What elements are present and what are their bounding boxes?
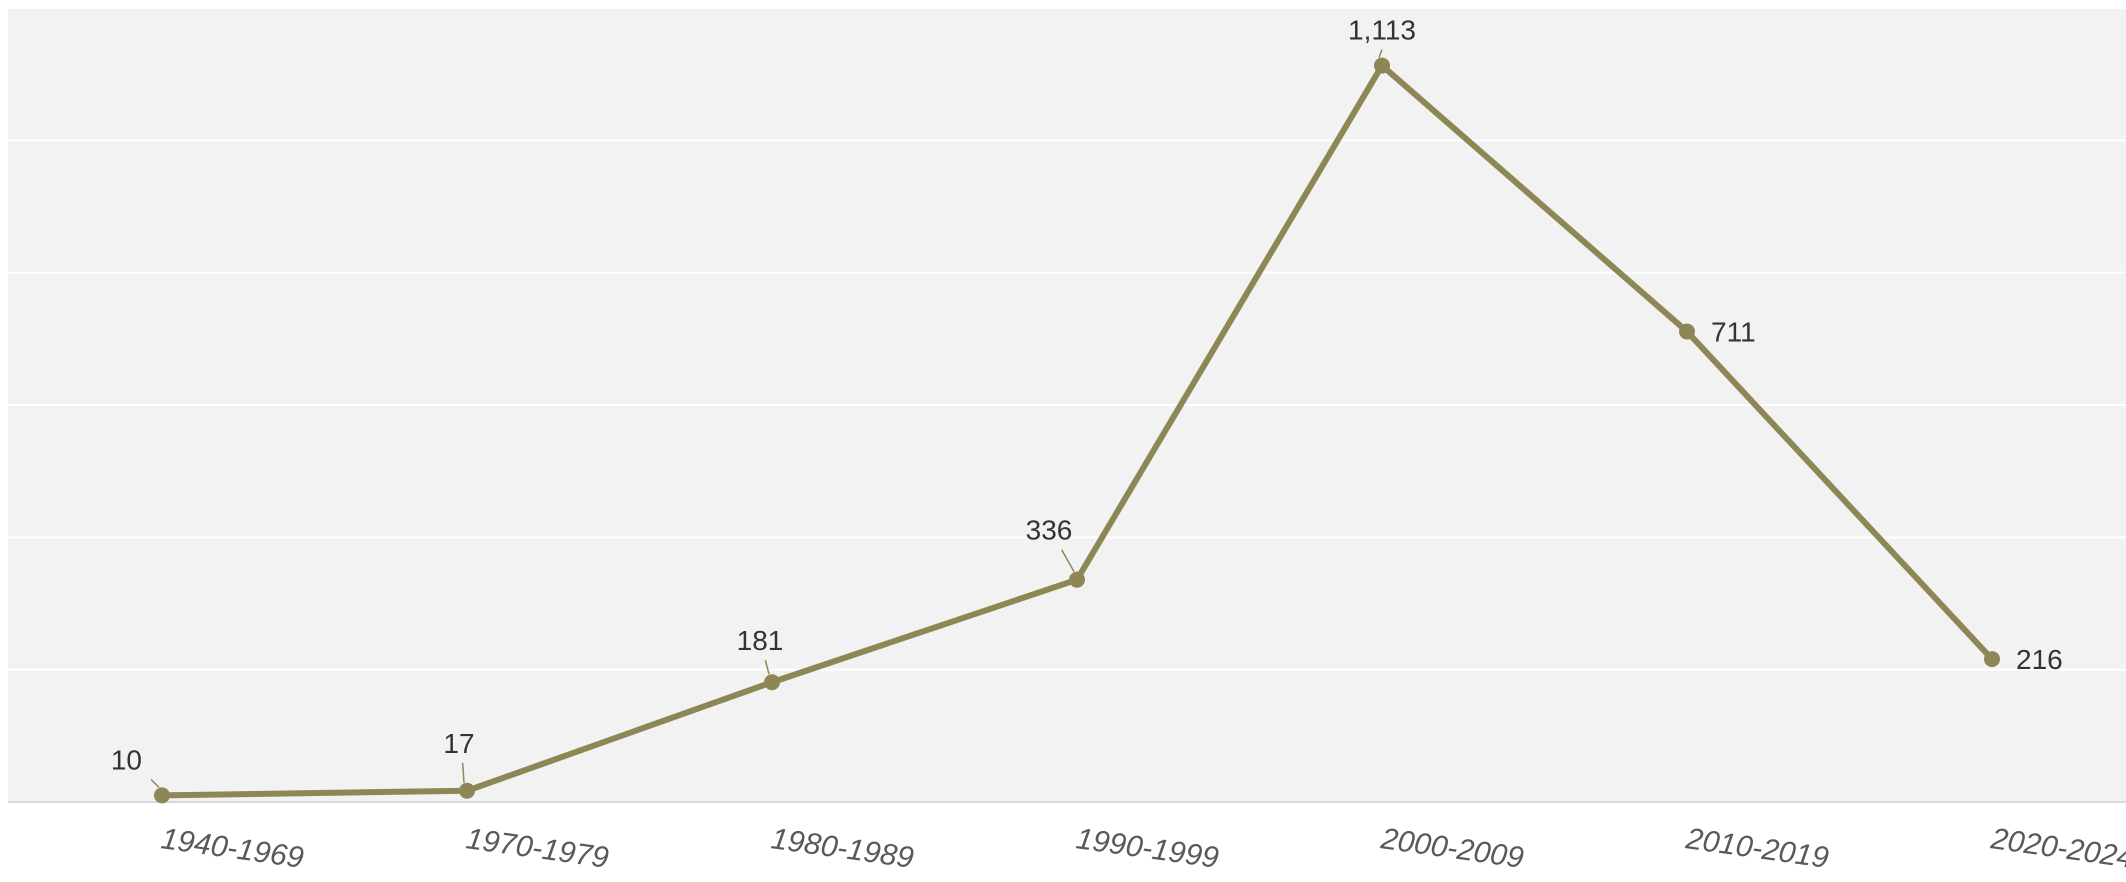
data-point-1970-1979 <box>459 782 475 799</box>
x-tick-label: 2020-2024 <box>1988 822 2126 875</box>
data-label-2000-2009: 1,113 <box>1348 15 1416 46</box>
data-points <box>154 57 2000 804</box>
gridlines <box>8 7 2126 671</box>
leader-line <box>461 762 465 783</box>
data-point-1990-1999 <box>1069 571 1085 588</box>
data-label-1970-1979: 17 <box>443 728 474 759</box>
data-label-2010-2019: 711 <box>1711 317 1756 348</box>
data-label-2020-2024: 216 <box>2016 644 2063 675</box>
leader-line <box>764 660 770 675</box>
data-label-1990-1999: 336 <box>1026 515 1073 546</box>
x-tick-labels: 1940-1969 1970-1979 1980-1989 1990-1999 2000… <box>159 822 2126 875</box>
x-tick-label: 2010-2019 <box>1683 822 1831 875</box>
data-point-2000-2009 <box>1374 57 1390 74</box>
data-label-1980-1989: 181 <box>737 625 784 656</box>
data-point-1980-1989 <box>764 674 780 691</box>
leader-line <box>1060 549 1075 573</box>
leader-line <box>150 778 160 788</box>
data-labels: 10 17 181 336 1,113 711 216 <box>111 15 2063 776</box>
x-tick-label: 1980-1989 <box>769 822 916 875</box>
label-leader-lines <box>150 49 1383 788</box>
x-tick-label: 1990-1999 <box>1074 822 1221 875</box>
data-point-2020-2024 <box>1984 651 2000 668</box>
data-point-2010-2019 <box>1679 323 1695 340</box>
leader-line <box>1378 49 1383 58</box>
x-tick-label: 1970-1979 <box>464 822 611 875</box>
data-label-1940-1969: 10 <box>111 744 142 775</box>
data-point-1940-1969 <box>154 787 170 804</box>
x-tick-label: 1940-1969 <box>159 822 306 875</box>
x-tick-label: 2000-2009 <box>1378 822 1526 875</box>
